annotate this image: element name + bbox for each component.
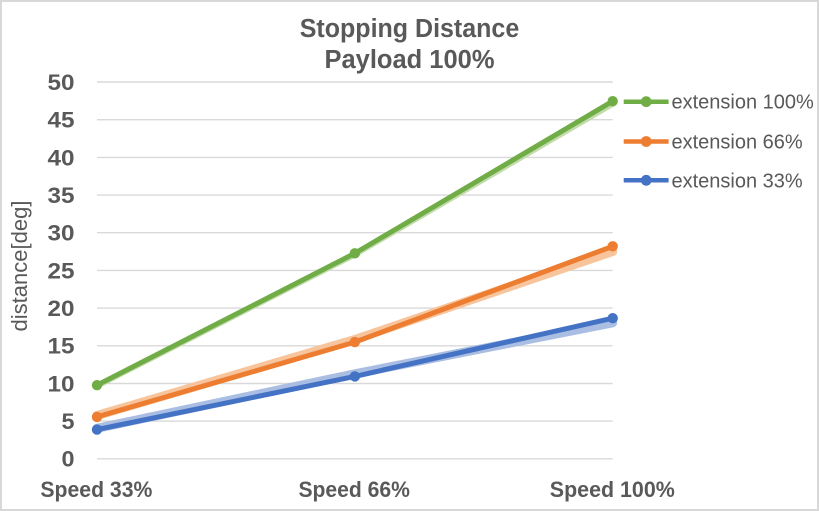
svg-text:0: 0 [62, 447, 75, 472]
svg-text:distance[deg]: distance[deg] [7, 201, 32, 332]
svg-text:extension 66%: extension 66% [672, 132, 803, 154]
svg-text:35: 35 [48, 183, 75, 208]
svg-text:30: 30 [48, 221, 75, 246]
svg-text:45: 45 [48, 108, 75, 133]
svg-text:Speed 33%: Speed 33% [40, 477, 152, 502]
svg-text:50: 50 [48, 70, 75, 95]
svg-text:Payload 100%: Payload 100% [325, 46, 495, 74]
svg-text:15: 15 [48, 334, 75, 359]
svg-text:Speed 100%: Speed 100% [550, 477, 675, 502]
svg-text:40: 40 [48, 145, 75, 170]
svg-text:25: 25 [48, 258, 75, 283]
svg-text:5: 5 [62, 409, 75, 434]
svg-text:20: 20 [48, 296, 75, 321]
svg-text:extension 100%: extension 100% [672, 92, 815, 114]
svg-text:Speed 66%: Speed 66% [298, 477, 410, 502]
svg-text:extension 33%: extension 33% [672, 170, 803, 192]
svg-text:Stopping Distance: Stopping Distance [300, 15, 520, 43]
svg-text:10: 10 [48, 371, 75, 396]
